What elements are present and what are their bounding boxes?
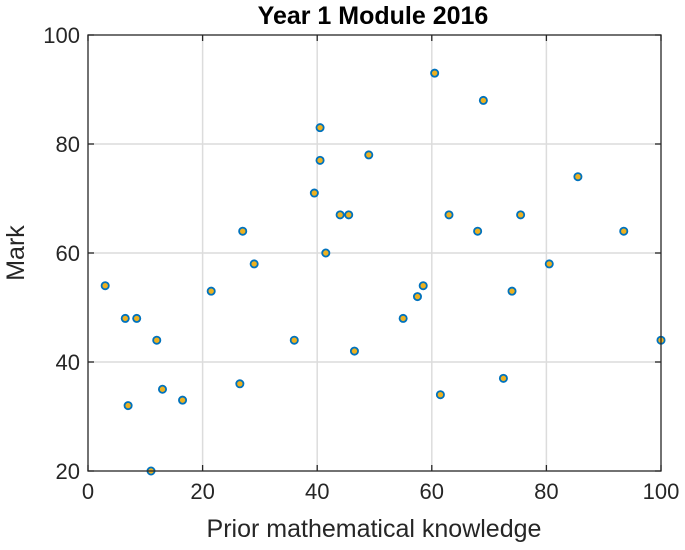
data-point — [315, 155, 325, 165]
data-points — [100, 68, 666, 476]
x-tick-labels: 0 20 40 60 80 100 — [82, 479, 679, 504]
data-point — [516, 210, 526, 220]
y-tick-label: 100 — [43, 23, 80, 48]
y-tick-labels: 20 40 60 80 100 — [43, 23, 80, 484]
y-axis-label: Mark — [2, 225, 30, 281]
axis-ticks — [87, 34, 662, 472]
data-point — [507, 286, 517, 296]
data-point — [335, 210, 345, 220]
data-point — [321, 248, 331, 258]
data-point — [430, 68, 440, 78]
data-point — [289, 335, 299, 345]
data-point — [238, 226, 248, 236]
data-point — [573, 172, 583, 182]
data-point — [364, 150, 374, 160]
data-point — [123, 401, 133, 411]
x-tick-label: 100 — [643, 479, 680, 504]
data-point — [152, 335, 162, 345]
data-point — [412, 292, 422, 302]
data-point — [344, 210, 354, 220]
data-point — [120, 313, 130, 323]
data-point — [206, 286, 216, 296]
data-point — [444, 210, 454, 220]
x-tick-label: 0 — [82, 479, 94, 504]
chart-title: Year 1 Module 2016 — [258, 2, 489, 30]
y-tick-label: 20 — [56, 459, 80, 484]
data-point — [498, 373, 508, 383]
y-tick-label: 40 — [56, 350, 80, 375]
data-point — [100, 281, 110, 291]
y-tick-label: 60 — [56, 241, 80, 266]
data-point — [398, 313, 408, 323]
data-point — [619, 226, 629, 236]
x-axis-label: Prior mathematical knowledge — [207, 515, 542, 543]
data-point — [235, 379, 245, 389]
data-point — [349, 346, 359, 356]
x-tick-label: 60 — [420, 479, 444, 504]
data-point — [157, 384, 167, 394]
data-point — [315, 123, 325, 133]
x-tick-label: 40 — [305, 479, 329, 504]
data-point — [178, 395, 188, 405]
data-point — [132, 313, 142, 323]
data-point — [478, 95, 488, 105]
data-point — [435, 390, 445, 400]
grid-lines — [88, 35, 661, 471]
x-tick-label: 80 — [534, 479, 558, 504]
data-point — [473, 226, 483, 236]
data-point — [544, 259, 554, 269]
data-point — [309, 188, 319, 198]
data-point — [418, 281, 428, 291]
y-tick-label: 80 — [56, 132, 80, 157]
data-point — [249, 259, 259, 269]
x-tick-label: 20 — [190, 479, 214, 504]
